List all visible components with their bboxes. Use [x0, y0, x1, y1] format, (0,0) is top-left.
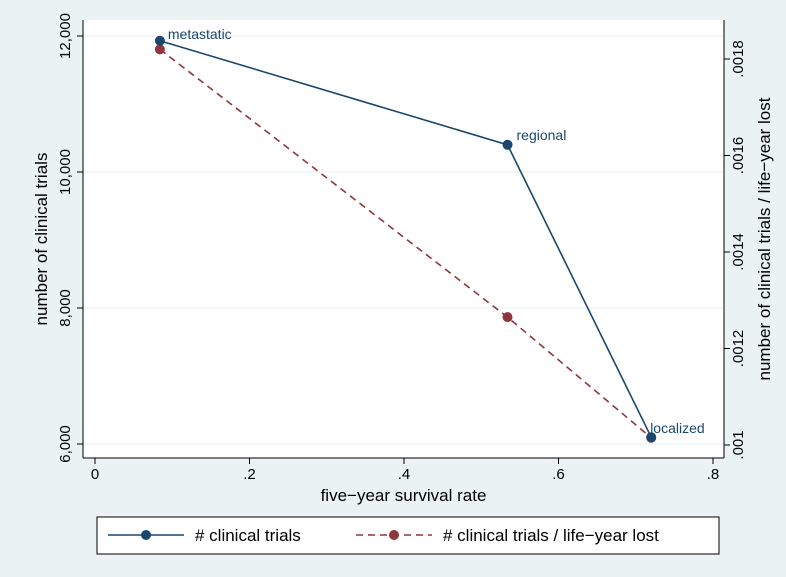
x-tick-label: .2: [243, 466, 256, 483]
y-right-tick-label: .0012: [730, 330, 747, 368]
y-left-tick-label: 10,000: [57, 149, 74, 195]
y-right-tick-label: .0016: [730, 137, 747, 175]
y-right-tick-label: .0014: [730, 233, 747, 271]
point-label: regional: [517, 127, 567, 143]
point-label: localized: [650, 420, 704, 436]
legend-swatch-marker: [389, 530, 399, 540]
legend-label: # clinical trials / life−year lost: [443, 526, 659, 545]
legend-label: # clinical trials: [195, 526, 301, 545]
y-right-tick-label: .0018: [730, 40, 747, 78]
point-label: metastatic: [168, 26, 232, 42]
series-point: [154, 35, 165, 46]
y-left-axis-title: number of clinical trials: [32, 153, 51, 326]
y-left-tick-label: 8,000: [57, 289, 74, 327]
series-point: [502, 139, 513, 150]
x-tick-label: .6: [552, 466, 565, 483]
x-axis-title: five−year survival rate: [321, 486, 487, 505]
legend-swatch-marker: [141, 530, 151, 540]
x-tick-label: 0: [91, 466, 99, 483]
series-point: [646, 432, 657, 443]
plot-area: [83, 20, 724, 458]
series-point: [154, 44, 165, 55]
series-point: [502, 312, 513, 323]
y-right-tick-label: .001: [730, 430, 747, 459]
x-tick-label: .4: [398, 466, 411, 483]
y-left-tick-label: 6,000: [57, 425, 74, 463]
y-left-tick-label: 12,000: [57, 13, 74, 59]
x-tick-label: .8: [707, 466, 720, 483]
y-right-axis-title: number of clinical trials / life−year lo…: [755, 97, 774, 380]
